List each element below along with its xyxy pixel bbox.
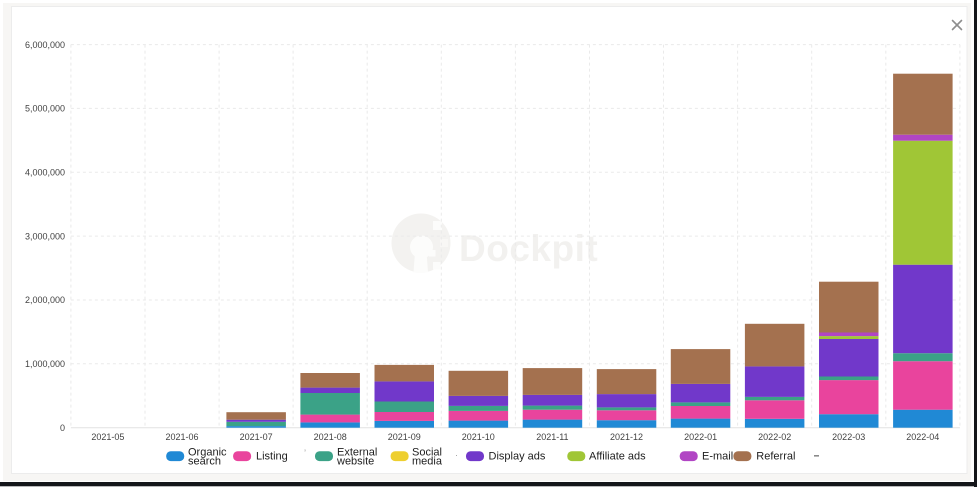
svg-text:Social: Social <box>412 446 442 458</box>
svg-text:2,000,000: 2,000,000 <box>25 295 65 305</box>
svg-text:·: · <box>455 450 458 460</box>
svg-text:media: media <box>412 455 443 467</box>
svg-text:External: External <box>337 446 377 458</box>
svg-text:Dockpit: Dockpit <box>459 228 598 269</box>
svg-text:2021-12: 2021-12 <box>610 432 643 442</box>
svg-text:5,000,000: 5,000,000 <box>25 104 65 114</box>
svg-text:2022-01: 2022-01 <box>684 432 717 442</box>
svg-text:2021-05: 2021-05 <box>91 432 124 442</box>
svg-text:E-mail: E-mail <box>702 451 733 463</box>
svg-text:2022-02: 2022-02 <box>758 432 791 442</box>
svg-text:4,000,000: 4,000,000 <box>25 168 65 178</box>
svg-text:Display ads: Display ads <box>489 451 546 463</box>
svg-text:2021-11: 2021-11 <box>536 432 568 442</box>
svg-text:search: search <box>188 455 221 467</box>
svg-text:2021-10: 2021-10 <box>462 432 495 442</box>
svg-text:2021-07: 2021-07 <box>240 432 273 442</box>
svg-text:website: website <box>336 455 374 467</box>
svg-text:Organic: Organic <box>188 446 227 458</box>
svg-text:1,000,000: 1,000,000 <box>25 359 65 369</box>
svg-text:’: ’ <box>304 448 306 458</box>
svg-text:Affiliate ads: Affiliate ads <box>589 451 646 463</box>
svg-text:0: 0 <box>60 423 65 433</box>
svg-text:2021-09: 2021-09 <box>388 432 421 442</box>
svg-text:2021-08: 2021-08 <box>314 432 347 442</box>
svg-text:2021-06: 2021-06 <box>165 432 198 442</box>
svg-text:2022-04: 2022-04 <box>906 432 939 442</box>
svg-text:2022-03: 2022-03 <box>832 432 865 442</box>
svg-text:Referral: Referral <box>756 451 795 463</box>
svg-text:3,000,000: 3,000,000 <box>25 231 65 241</box>
svg-text:Listing: Listing <box>256 451 288 463</box>
svg-text:6,000,000: 6,000,000 <box>25 40 65 50</box>
